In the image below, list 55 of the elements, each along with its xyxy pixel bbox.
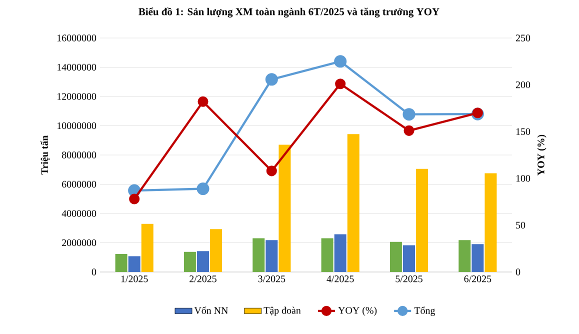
y-tick-label: 14000000 bbox=[58, 64, 96, 71]
y2-tick-label: 0 bbox=[516, 268, 520, 276]
bar bbox=[403, 245, 416, 272]
y2-tick-label: 150 bbox=[516, 128, 530, 135]
bar bbox=[472, 244, 484, 272]
bar bbox=[210, 229, 222, 272]
x-tick-label: 5/2025 bbox=[396, 276, 422, 282]
x-tick-label: 6/2025 bbox=[464, 276, 492, 282]
point bbox=[129, 194, 140, 204]
point bbox=[335, 78, 346, 90]
bar bbox=[141, 224, 154, 272]
y-tick-label: 4000000 bbox=[62, 210, 96, 217]
x-tick-label: 4/2025 bbox=[326, 276, 354, 282]
legend-label: Tập đoàn bbox=[264, 306, 301, 316]
point bbox=[198, 96, 208, 107]
bar bbox=[458, 240, 471, 272]
legend-label: Tổng bbox=[414, 306, 436, 316]
point bbox=[265, 73, 278, 86]
bar bbox=[266, 240, 278, 272]
y2-tick-label: 100 bbox=[516, 175, 530, 182]
bar bbox=[347, 134, 360, 272]
y-tick-label: 2000000 bbox=[62, 239, 96, 246]
bar bbox=[278, 144, 291, 272]
bar bbox=[128, 256, 140, 272]
bar bbox=[390, 242, 402, 272]
bar bbox=[321, 238, 334, 272]
bar bbox=[416, 168, 428, 272]
y2-tick-label: 250 bbox=[516, 34, 530, 42]
point bbox=[196, 182, 210, 196]
y-tick-label: 6000000 bbox=[62, 180, 96, 188]
y2-axis-title: YOY (%) bbox=[537, 134, 546, 176]
x-tick-label: 3/2025 bbox=[258, 276, 286, 282]
point bbox=[404, 125, 414, 136]
y-tick-label: 12000000 bbox=[58, 93, 96, 100]
legend-label: YOY (%) bbox=[338, 306, 377, 316]
y2-tick-label: 50 bbox=[516, 222, 526, 229]
bar bbox=[115, 254, 128, 272]
bar bbox=[197, 251, 210, 272]
bar bbox=[334, 234, 346, 272]
chart-title: Biểu đồ 1: Sản lượng XM toàn ngành 6T/2025 và tăng trưởng YOY bbox=[138, 8, 440, 18]
bar bbox=[484, 173, 497, 272]
bar bbox=[184, 252, 196, 272]
y2-tick-label: 200 bbox=[516, 81, 530, 88]
y-tick-label: 16000000 bbox=[58, 34, 96, 42]
point bbox=[402, 108, 416, 121]
y-tick-label: 10000000 bbox=[58, 122, 96, 130]
x-tick-label: 1/2025 bbox=[121, 276, 148, 282]
point bbox=[334, 55, 347, 68]
point bbox=[266, 166, 277, 176]
bar bbox=[252, 238, 265, 272]
y-tick-label: 8000000 bbox=[62, 152, 96, 158]
y-axis-title: Triệu tấn bbox=[40, 135, 50, 175]
y-tick-label: 0 bbox=[92, 268, 96, 276]
x-tick-label: 2/2025 bbox=[190, 276, 216, 282]
legend-label: Vốn NN bbox=[194, 306, 228, 314]
